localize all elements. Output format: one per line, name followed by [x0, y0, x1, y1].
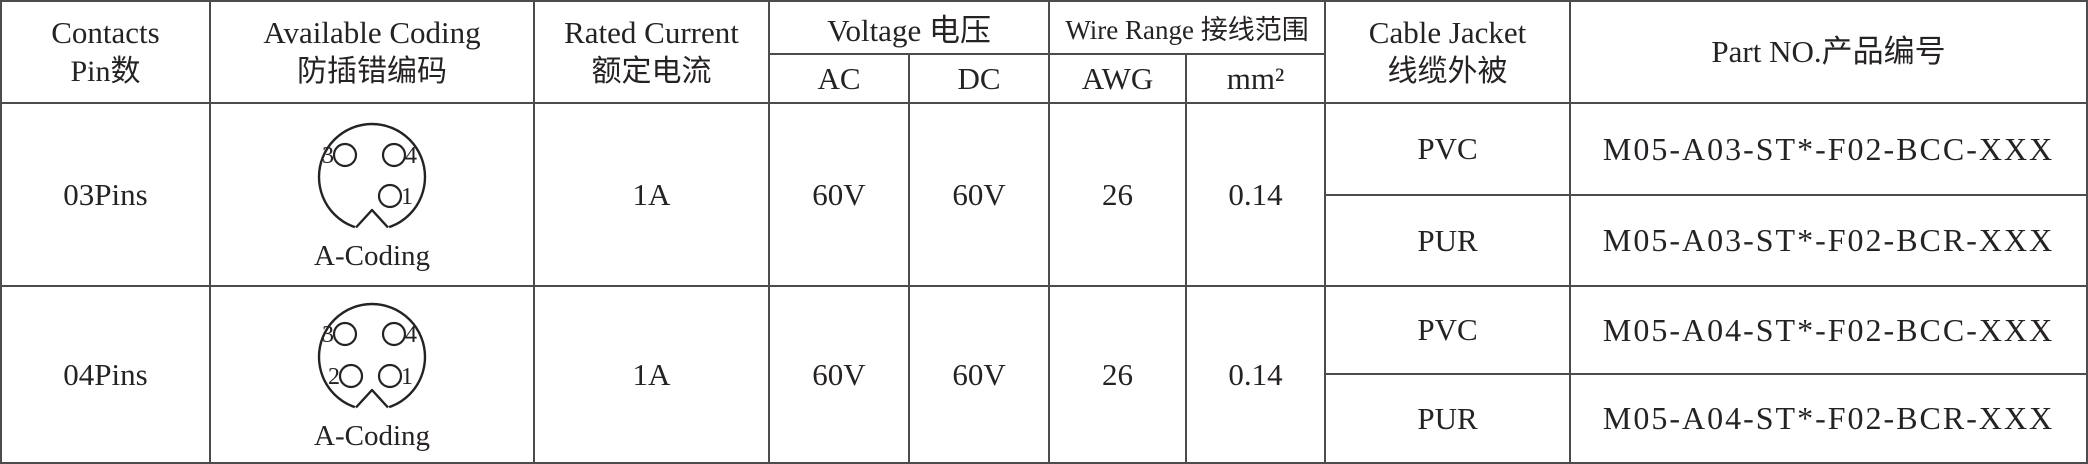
header-contacts: Contacts Pin数 [0, 0, 211, 104]
header-available-coding-en: Available Coding [263, 14, 481, 50]
table-row: PUR M05-A03-ST*-F02-BCR-XXX [1, 194, 2088, 287]
header-available-coding-zh: 防插错编码 [297, 54, 447, 88]
header-rated-current: Rated Current 额定电流 [533, 0, 770, 104]
pin-hole-3 [332, 321, 358, 347]
cell-wire-mm2: 0.14 [1185, 102, 1327, 287]
header-rated-current-zh: 额定电流 [591, 54, 712, 88]
pin-hole-4 [381, 142, 407, 168]
pin-label-1: 1 [401, 364, 413, 390]
cell-rated-current: 1A [533, 102, 770, 287]
coding-label: A-Coding [314, 420, 430, 452]
cell-rated-current: 1A [533, 285, 770, 464]
cell-part-no: M05-A03-ST*-F02-BCR-XXX [1569, 194, 2088, 287]
header-contacts-zh: Pin数 [70, 54, 141, 88]
pin-label-3: 3 [322, 322, 334, 348]
cell-cable-jacket: PUR [1324, 373, 1572, 464]
coding-label: A-Coding [314, 240, 430, 272]
cell-cable-jacket: PVC [1324, 102, 1572, 196]
header-cable-jacket: Cable Jacket 线缆外被 [1324, 0, 1572, 104]
pin-label-3: 3 [322, 143, 334, 169]
cell-part-no: M05-A04-ST*-F02-BCR-XXX [1569, 373, 2088, 464]
pin-label-4: 4 [405, 322, 417, 348]
pin-hole-4 [381, 321, 407, 347]
cell-wire-awg: 26 [1048, 285, 1188, 464]
table-row: 04Pins 3 4 2 1 [0, 285, 2088, 464]
header-dc: DC [907, 53, 1051, 104]
header-cable-jacket-en: Cable Jacket [1368, 14, 1527, 50]
cell-wire-awg: 26 [1048, 102, 1188, 287]
cell-coding-diagram-03: 3 4 1 A-Coding [209, 102, 535, 287]
cell-pins-04: 04Pins [0, 285, 211, 464]
header-row-groups: Contacts Pin数 Available Coding 防插错编码 Rat… [0, 0, 2088, 104]
cell-pins-03: 03Pins [0, 102, 211, 287]
cell-voltage-ac: 60V [768, 102, 910, 287]
connector-face-3pin-icon: 3 4 1 [317, 122, 427, 237]
header-rated-current-en: Rated Current [564, 14, 739, 50]
header-voltage-group: Voltage 电压 [767, 0, 1051, 55]
header-available-coding: Available Coding 防插错编码 [209, 0, 535, 104]
coding-diagram-4pin: 3 4 2 1 A-Coding [212, 296, 532, 453]
pin-hole-1 [377, 363, 403, 389]
pin-hole-2 [338, 363, 364, 389]
cell-coding-diagram-04: 3 4 2 1 A-Coding [209, 285, 535, 464]
cell-voltage-ac: 60V [768, 285, 910, 464]
header-wire-range-group: Wire Range 接线范围 [1048, 0, 1327, 55]
header-part-no: Part NO.产品编号 [1569, 0, 2088, 104]
header-contacts-en: Contacts [51, 14, 160, 50]
keyway-notch-icon [355, 388, 389, 409]
pin-label-1: 1 [401, 184, 413, 210]
header-ac: AC [768, 53, 910, 104]
cell-voltage-dc: 60V [907, 285, 1051, 464]
cell-part-no: M05-A04-ST*-F02-BCC-XXX [1569, 285, 2088, 375]
cell-wire-mm2: 0.14 [1185, 285, 1327, 464]
cell-part-no: M05-A03-ST*-F02-BCC-XXX [1569, 102, 2088, 196]
connector-face-4pin-icon: 3 4 2 1 [317, 302, 427, 417]
cell-cable-jacket: PVC [1324, 285, 1572, 375]
pin-hole-3 [332, 142, 358, 168]
table-row: PUR M05-A04-ST*-F02-BCR-XXX [1, 373, 2088, 464]
cell-cable-jacket: PUR [1324, 194, 1572, 287]
header-row-subcolumns: AC DC AWG mm² [1, 53, 2087, 104]
pin-label-4: 4 [405, 143, 417, 169]
table-row: 03Pins 3 4 1 A-Coding [0, 102, 2088, 287]
keyway-notch-icon [355, 208, 389, 229]
cell-voltage-dc: 60V [907, 102, 1051, 287]
coding-diagram-3pin: 3 4 1 A-Coding [212, 116, 532, 273]
pin-hole-1 [377, 183, 403, 209]
header-cable-jacket-zh: 线缆外被 [1387, 54, 1508, 88]
header-mm2: mm² [1185, 53, 1327, 104]
header-awg: AWG [1048, 53, 1188, 104]
pin-label-2: 2 [328, 364, 340, 390]
